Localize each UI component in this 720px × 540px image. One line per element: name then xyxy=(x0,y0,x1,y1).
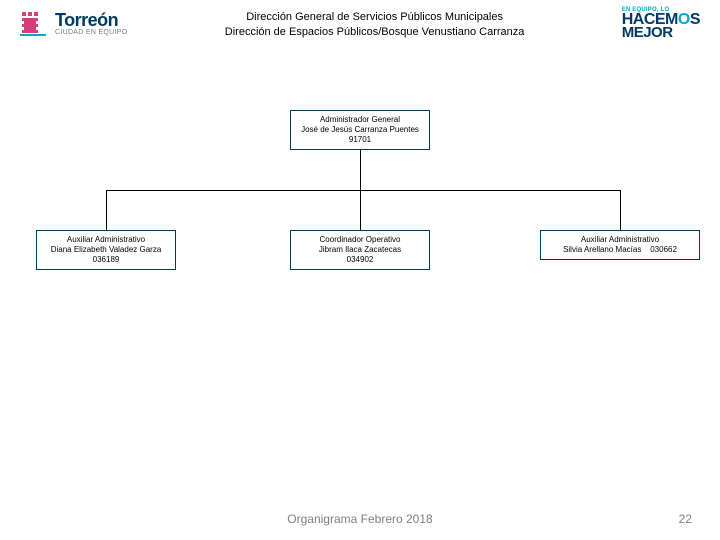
node-name: José de Jesús Carranza Puentes xyxy=(297,125,423,135)
node-role: Coordinador Operativo xyxy=(297,235,423,245)
title-line-2: Dirección de Espacios Públicos/Bosque Ve… xyxy=(137,25,611,40)
node-child-2: Coordinador Operativo Jibram Ilaca Zacat… xyxy=(290,230,430,270)
edge xyxy=(106,190,620,191)
node-name: Diana Elizabeth Valadez Garza xyxy=(43,245,169,255)
logo-city: Torreón xyxy=(55,11,127,29)
title-line-1: Dirección General de Servicios Públicos … xyxy=(137,10,611,25)
node-child-1: Auxiliar Administrativo Diana Elizabeth … xyxy=(36,230,176,270)
page-title: Dirección General de Servicios Públicos … xyxy=(137,8,611,40)
torreon-icon xyxy=(20,8,50,38)
node-root: Administrador General José de Jesús Carr… xyxy=(290,110,430,150)
node-code: 91701 xyxy=(297,135,423,145)
logo-hacemos-mejor: EN EQUIPO, LO HACEMOS MEJOR xyxy=(622,8,700,39)
edge xyxy=(360,190,361,230)
edge xyxy=(106,190,107,230)
node-name-code: Silvia Arellano Macías 030662 xyxy=(547,245,693,255)
node-role: Auxiliar Administrativo xyxy=(547,235,693,245)
node-code: 036189 xyxy=(43,255,169,265)
header: Torreón CIUDAD EN EQUIPO Dirección Gener… xyxy=(0,0,720,40)
logo-text: Torreón CIUDAD EN EQUIPO xyxy=(55,11,127,36)
logo-tagline: CIUDAD EN EQUIPO xyxy=(55,29,127,36)
logo-torreon: Torreón CIUDAD EN EQUIPO xyxy=(20,8,127,38)
footer-text: Organigrama Febrero 2018 xyxy=(0,512,720,526)
lr-sub: MEJOR xyxy=(622,27,673,40)
node-name: Jibram Ilaca Zacatecas xyxy=(297,245,423,255)
page-number: 22 xyxy=(679,512,692,526)
edge xyxy=(620,190,621,230)
node-role: Administrador General xyxy=(297,115,423,125)
edge xyxy=(360,150,361,190)
node-child-3: Auxiliar Administrativo Silvia Arellano … xyxy=(540,230,700,260)
org-chart: Administrador General José de Jesús Carr… xyxy=(0,110,720,410)
node-role: Auxiliar Administrativo xyxy=(43,235,169,245)
node-code: 034902 xyxy=(297,255,423,265)
